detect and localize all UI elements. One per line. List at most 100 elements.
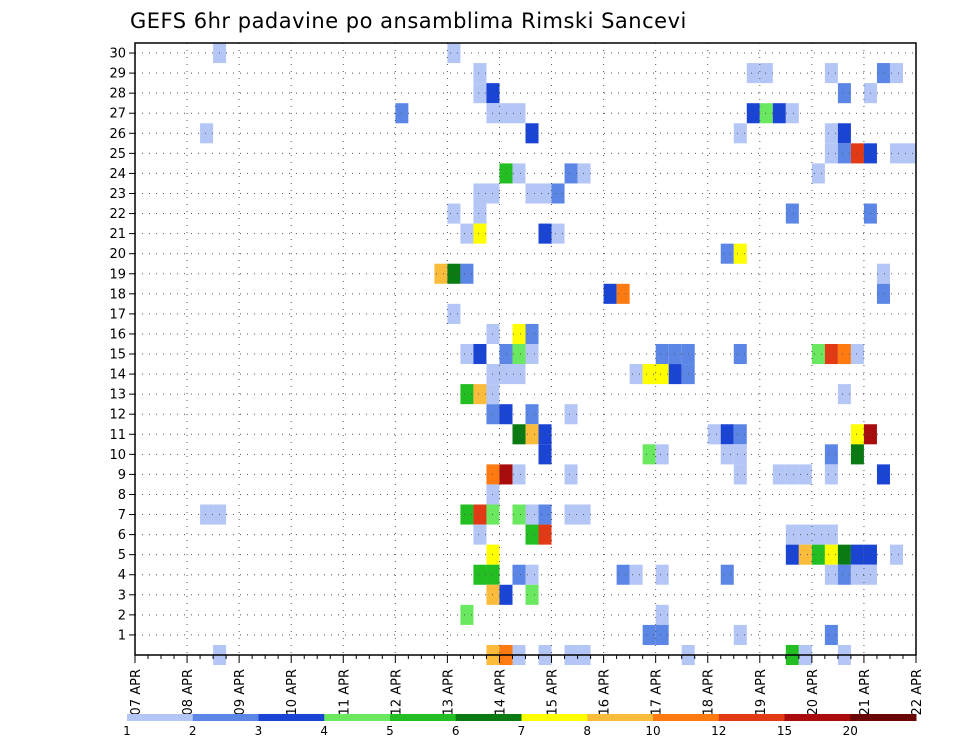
heatmap-cell	[447, 203, 461, 224]
heatmap-cell	[434, 263, 448, 284]
heatmap-cell	[655, 624, 669, 645]
heatmap-cell	[473, 524, 487, 545]
y-tick-label: 1	[118, 628, 126, 643]
colorbar-label: 2	[189, 724, 197, 738]
x-tick-label: 15 APR	[546, 669, 561, 715]
heatmap-cell	[512, 564, 526, 585]
y-tick-label: 20	[109, 247, 126, 262]
x-tick-label: 08 APR	[181, 669, 196, 715]
y-tick-label: 6	[118, 528, 126, 543]
heatmap-cell	[538, 504, 552, 525]
heatmap-cell	[512, 364, 526, 385]
colorbar-swatch	[390, 714, 457, 721]
y-tick-label: 16	[109, 327, 126, 342]
heatmap-cell	[499, 103, 513, 124]
colorbar-swatch	[784, 714, 851, 721]
heatmap-cell	[889, 544, 903, 565]
heatmap-cell	[785, 524, 799, 545]
y-tick-label: 12	[109, 408, 126, 423]
heatmap-cell	[564, 163, 578, 184]
x-tick-label: 18 APR	[702, 669, 717, 715]
heatmap-cell	[668, 364, 682, 385]
colorbar-label: 5	[386, 724, 394, 738]
heatmap-cell	[785, 464, 799, 485]
heatmap-cell	[837, 123, 851, 144]
heatmap-cell	[824, 343, 838, 365]
heatmap-cell	[564, 504, 578, 525]
y-tick-label: 5	[118, 548, 126, 563]
heatmap-cell	[499, 404, 513, 425]
heatmap-cell	[733, 464, 747, 485]
heatmap-cell	[824, 444, 838, 465]
heatmap-cell	[577, 504, 591, 525]
heatmap-cell	[655, 364, 669, 385]
heatmap-cell	[512, 103, 526, 124]
y-tick-label: 22	[109, 207, 126, 222]
colorbar-swatch	[127, 714, 194, 721]
y-tick-label: 24	[109, 167, 126, 182]
heatmap-cell	[733, 343, 747, 365]
heatmap-cell	[603, 283, 617, 304]
heatmap-cell	[837, 564, 851, 585]
y-tick-label: 3	[118, 588, 126, 603]
heatmap-cell	[200, 504, 214, 525]
heatmap-cell	[512, 504, 526, 525]
colorbar-label: 10	[645, 724, 660, 738]
y-tick-label: 17	[109, 307, 126, 322]
heatmap-cell	[733, 424, 747, 445]
heatmap-cell	[824, 624, 838, 645]
y-tick-label: 7	[118, 508, 126, 523]
colorbar-swatch	[718, 714, 785, 721]
heatmap-cell	[733, 624, 747, 645]
colorbar-label: 6	[452, 724, 460, 738]
heatmap-cell	[824, 143, 838, 164]
heatmap-cell	[642, 624, 656, 645]
colorbar-label: 1	[123, 724, 131, 738]
heatmap-cell	[837, 83, 851, 104]
heatmap-cell	[733, 123, 747, 144]
heatmap-cell	[473, 384, 487, 405]
heatmap-cell	[824, 123, 838, 144]
heatmap-cell	[707, 424, 721, 445]
colorbar-label: 4	[320, 724, 328, 738]
heatmap-cell	[473, 63, 487, 84]
colorbar-swatch	[521, 714, 588, 721]
heatmap-cell	[538, 424, 552, 445]
heatmap-cell	[733, 444, 747, 465]
heatmap-cell	[525, 524, 539, 545]
heatmap-cell	[902, 143, 916, 164]
heatmap-cell	[499, 163, 513, 184]
heatmap-cell	[811, 343, 825, 365]
heatmap-cell	[720, 424, 734, 445]
heatmap-cell	[629, 364, 643, 385]
heatmap-cell	[655, 444, 669, 465]
heatmap-cell	[850, 444, 864, 465]
y-tick-label: 9	[118, 468, 126, 483]
colorbar-label: 15	[777, 724, 792, 738]
colorbar-swatch	[455, 714, 522, 721]
heatmap-cell	[200, 123, 214, 144]
colorbar-label: 8	[583, 724, 591, 738]
y-tick-label: 27	[109, 107, 126, 122]
heatmap-cell	[473, 223, 487, 244]
heatmap-cell	[759, 103, 773, 124]
heatmap-cell	[473, 343, 487, 365]
y-tick-label: 30	[109, 47, 126, 62]
heatmap-cell	[876, 283, 890, 304]
colorbar-swatch	[258, 714, 325, 721]
x-tick-label: 21 APR	[858, 669, 873, 715]
heatmap-cell	[850, 424, 864, 445]
heatmap-cell	[473, 203, 487, 224]
heatmap-cell	[642, 364, 656, 385]
heatmap-cell	[473, 183, 487, 204]
heatmap-cells	[200, 43, 916, 666]
colorbar-label: 3	[255, 724, 263, 738]
colorbar-swatch	[192, 714, 259, 721]
heatmap-cell	[499, 343, 513, 365]
heatmap-cell	[512, 464, 526, 485]
heatmap-cell	[720, 243, 734, 264]
colorbar-swatch	[653, 714, 720, 721]
heatmap-cell	[837, 343, 851, 365]
heatmap-cell	[889, 143, 903, 164]
x-tick-label: 09 APR	[233, 669, 248, 715]
